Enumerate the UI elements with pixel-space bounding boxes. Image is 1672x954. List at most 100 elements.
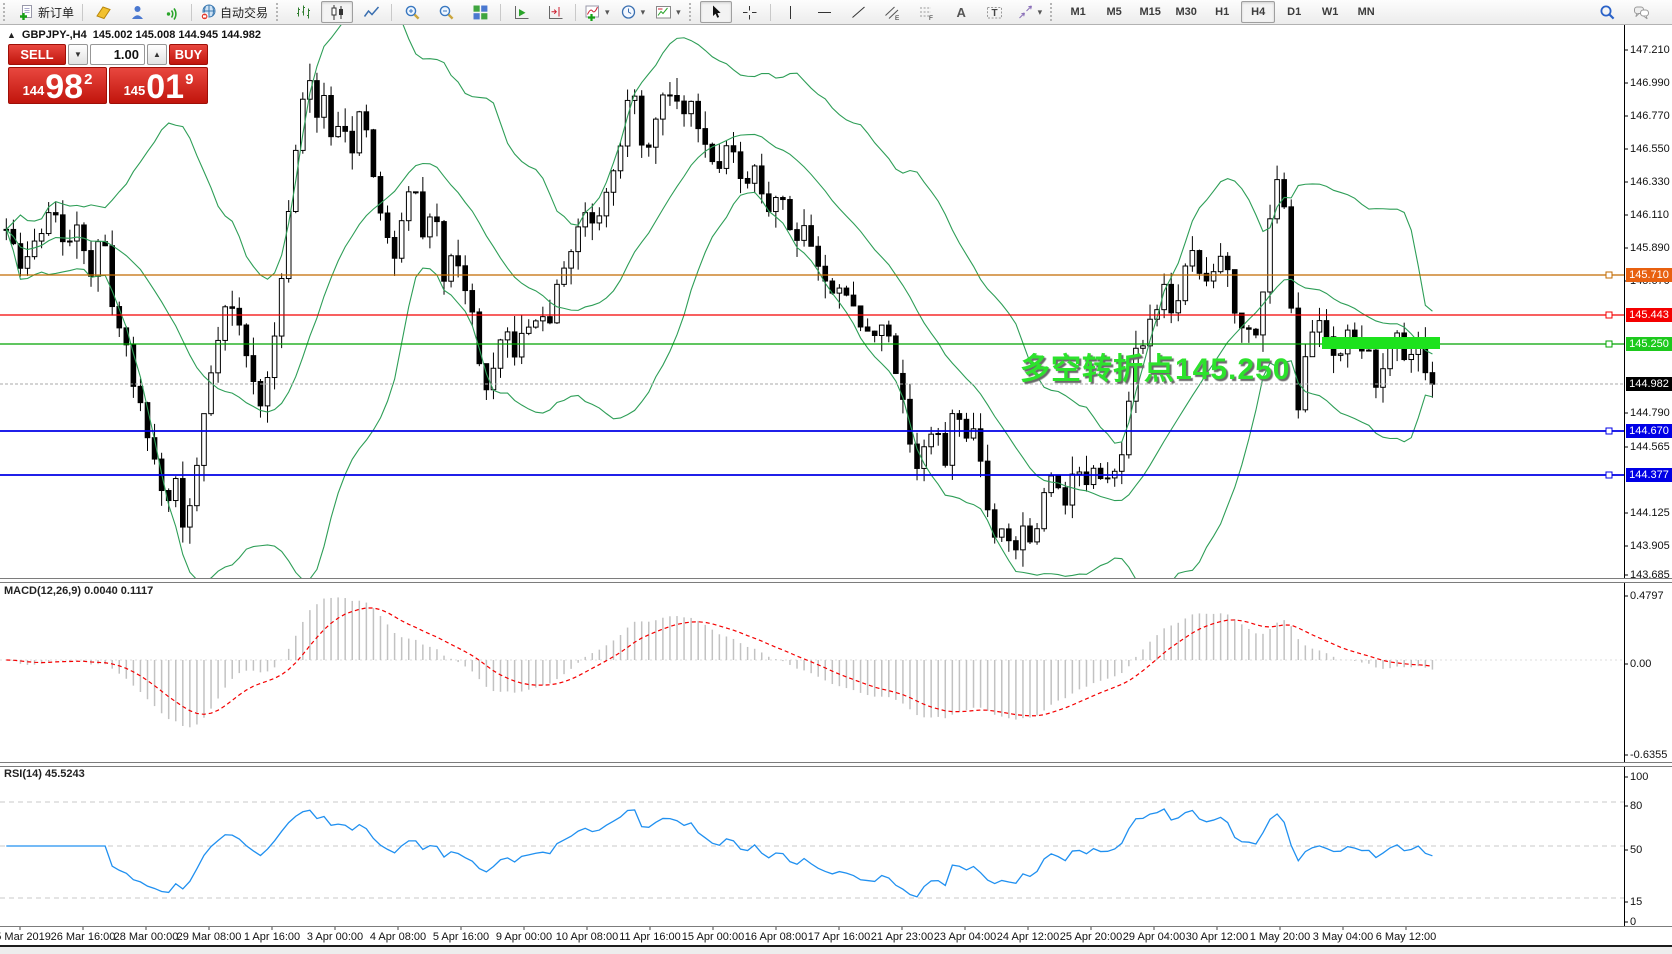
periods-button[interactable]: ▾ bbox=[616, 1, 650, 23]
pane-splitter-macd-rsi[interactable] bbox=[0, 762, 1672, 767]
volume-input[interactable]: 1.00 bbox=[90, 44, 145, 65]
y-axis-tick: 144.790 bbox=[1630, 407, 1670, 419]
x-axis-label: 3 May 04:00 bbox=[1312, 931, 1374, 943]
oct-collapse-icon[interactable]: ▲ bbox=[7, 30, 16, 40]
tf-mn[interactable]: MN bbox=[1349, 1, 1383, 23]
level-handle-144.377[interactable] bbox=[1605, 471, 1613, 479]
y-axis-tick: 146.110 bbox=[1630, 209, 1669, 221]
autotrading-button[interactable]: 自动交易 bbox=[196, 1, 272, 23]
fibonacci-button[interactable]: F bbox=[911, 1, 943, 23]
axes-layer bbox=[19, 24, 1628, 930]
volume-increase-button[interactable]: ▲ bbox=[147, 44, 167, 65]
bottom-scroll-area[interactable] bbox=[0, 945, 1672, 954]
buy-price-small: 145 bbox=[123, 83, 146, 98]
tf-d1[interactable]: D1 bbox=[1277, 1, 1311, 23]
line-chart-button[interactable] bbox=[355, 1, 387, 23]
bollinger-middle-band bbox=[5, 133, 1433, 502]
buy-button[interactable]: BUY bbox=[169, 44, 208, 65]
text-label-button[interactable]: T bbox=[979, 1, 1011, 23]
chat-button[interactable] bbox=[1625, 1, 1657, 23]
y-axis-tick: 143.905 bbox=[1630, 540, 1670, 552]
line-chart-icon bbox=[363, 4, 380, 21]
sell-price-sup: 2 bbox=[84, 71, 93, 88]
buy-price-sup: 9 bbox=[185, 71, 194, 88]
period-icon bbox=[620, 4, 637, 21]
level-handle-145.710[interactable] bbox=[1605, 271, 1613, 279]
zoom-in-icon bbox=[404, 4, 421, 21]
autotrading-icon bbox=[200, 4, 217, 21]
chart-annotation: 多空转折点145.250 bbox=[1020, 353, 1291, 386]
text-button[interactable]: A bbox=[945, 1, 977, 23]
x-axis-label: 9 Apr 00:00 bbox=[495, 931, 553, 943]
pane-splitter-main-macd[interactable] bbox=[0, 578, 1672, 583]
x-axis-label: 21 Apr 23:00 bbox=[870, 931, 934, 943]
bar-chart-button[interactable] bbox=[287, 1, 319, 23]
crosshair-button[interactable] bbox=[734, 1, 766, 23]
search-button[interactable] bbox=[1591, 1, 1623, 23]
toolbar-grip[interactable] bbox=[276, 3, 282, 21]
chevron-down-icon[interactable]: ▾ bbox=[605, 6, 610, 17]
one-click-trading-panel: SELL ▼ 1.00 ▲ BUY 144 98 2 145 01 9 bbox=[8, 44, 208, 104]
auto-scroll-button[interactable] bbox=[505, 1, 537, 23]
tf-h1[interactable]: H1 bbox=[1205, 1, 1239, 23]
y-axis-tick: 145.890 bbox=[1630, 242, 1670, 254]
signals-button[interactable] bbox=[155, 1, 187, 23]
cursor-button[interactable] bbox=[699, 1, 732, 23]
highlight-bar[interactable] bbox=[1322, 337, 1440, 349]
x-axis-label: 1 Apr 16:00 bbox=[243, 931, 301, 943]
chart-shift-button[interactable] bbox=[539, 1, 571, 23]
templates-button[interactable]: ▾ bbox=[651, 1, 685, 23]
candlestick-button[interactable] bbox=[321, 1, 354, 23]
rsi-axis-tick: 80 bbox=[1630, 800, 1643, 812]
tf-m30[interactable]: M30 bbox=[1169, 1, 1203, 23]
toolbar-grip[interactable] bbox=[1050, 3, 1056, 21]
sell-button[interactable]: SELL bbox=[8, 44, 66, 65]
tile-windows-button[interactable] bbox=[464, 1, 496, 23]
chevron-down-icon[interactable]: ▾ bbox=[1037, 6, 1043, 17]
buy-price-big: 01 bbox=[146, 68, 185, 106]
equidistant-channel-button[interactable]: E bbox=[877, 1, 909, 23]
chart-shift-icon bbox=[547, 4, 564, 21]
zoom-in-button[interactable] bbox=[396, 1, 428, 23]
svg-text:A: A bbox=[957, 5, 967, 20]
level-handle-145.250[interactable] bbox=[1605, 340, 1613, 348]
new-order-button[interactable]: 新订单 bbox=[14, 1, 78, 23]
arrows-button[interactable]: ▾ bbox=[1013, 1, 1047, 23]
chevron-down-icon[interactable]: ▾ bbox=[676, 6, 681, 17]
tf-w1[interactable]: W1 bbox=[1313, 1, 1347, 23]
zoom-out-button[interactable] bbox=[430, 1, 462, 23]
toolbar-grip[interactable] bbox=[3, 3, 9, 21]
metaeditor-button[interactable] bbox=[87, 1, 119, 23]
auto-scroll-icon bbox=[513, 4, 530, 21]
toolbar-separator bbox=[191, 3, 193, 21]
x-axis-label: 5 Apr 16:00 bbox=[432, 931, 490, 943]
level-handle-144.670[interactable] bbox=[1605, 427, 1613, 435]
volume-decrease-button[interactable]: ▼ bbox=[68, 44, 88, 65]
main-price-pane bbox=[0, 24, 1624, 578]
x-axis-label: 25 Mar 2019 bbox=[0, 931, 51, 943]
chevron-down-icon[interactable]: ▾ bbox=[640, 6, 646, 17]
buy-price-panel[interactable]: 145 01 9 bbox=[109, 67, 208, 104]
rsi-axis-tick: 0 bbox=[1630, 916, 1637, 928]
chat-icon bbox=[1633, 4, 1650, 21]
rsi-axis-tick: 50 bbox=[1630, 844, 1643, 856]
x-axis-label: 15 Apr 00:00 bbox=[681, 931, 745, 943]
svg-text:T: T bbox=[992, 8, 998, 19]
vertical-line-button[interactable] bbox=[775, 1, 807, 23]
channel-icon: E bbox=[884, 4, 901, 21]
tf-m5[interactable]: M5 bbox=[1097, 1, 1131, 23]
tf-m1[interactable]: M1 bbox=[1061, 1, 1095, 23]
tf-m15-label: M15 bbox=[1139, 6, 1161, 18]
fibonacci-icon: F bbox=[918, 4, 935, 21]
sell-price-panel[interactable]: 144 98 2 bbox=[8, 67, 107, 104]
toolbar-grip[interactable] bbox=[688, 3, 695, 21]
tf-h4[interactable]: H4 bbox=[1241, 1, 1276, 23]
level-handle-145.443[interactable] bbox=[1605, 311, 1613, 319]
community-button[interactable] bbox=[121, 1, 153, 23]
horizontal-line-button[interactable] bbox=[809, 1, 841, 23]
x-axis-label: 29 Apr 04:00 bbox=[1122, 931, 1186, 943]
tf-m15[interactable]: M15 bbox=[1133, 1, 1167, 23]
indicators-button[interactable]: ▾ bbox=[580, 1, 614, 23]
trendline-button[interactable] bbox=[843, 1, 875, 23]
